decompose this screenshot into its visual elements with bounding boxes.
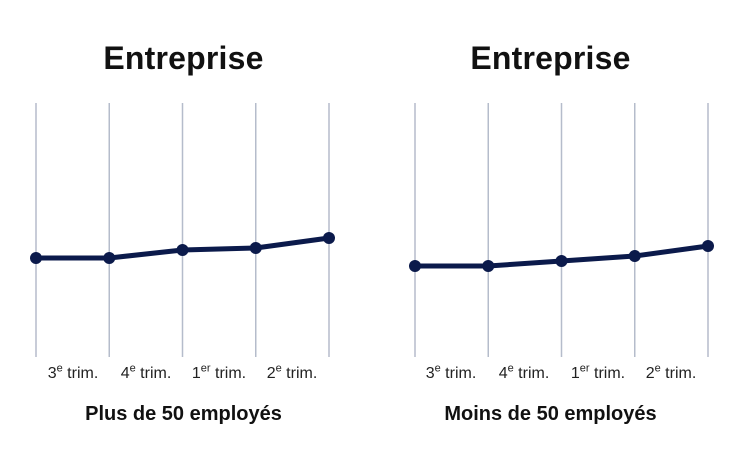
data-point: [409, 260, 421, 272]
chart-title: Entreprise: [470, 40, 631, 76]
x-tick-label: 2e trim.: [645, 362, 697, 382]
chart-subtitle: Moins de 50 employés: [444, 403, 657, 425]
x-tick-label: 3e trim.: [47, 362, 99, 382]
x-tick-label: 2e trim.: [266, 362, 318, 382]
x-tick-label: 4e trim.: [120, 362, 172, 382]
chart-panel-left: Entreprise 3e trim. 4e trim. 1er trim. 2…: [30, 40, 335, 425]
chart-subtitle: Plus de 50 employés: [85, 403, 282, 425]
data-point: [103, 252, 116, 264]
data-point: [249, 242, 262, 254]
chart-plot: [30, 103, 335, 357]
chart-panel-right: Entreprise 3e trim. 4e trim. 1er trim. 2…: [367, 0, 734, 467]
data-point: [628, 250, 641, 262]
x-tick-label: 3e trim.: [425, 362, 477, 382]
data-point: [176, 244, 189, 256]
chart-title: Entreprise: [103, 40, 264, 76]
data-point: [323, 232, 335, 244]
chart-plot: [409, 103, 714, 357]
x-tick-label: 1er trim.: [191, 362, 247, 382]
data-point: [555, 255, 568, 267]
data-point: [482, 260, 495, 272]
data-point: [702, 240, 714, 252]
data-point: [30, 252, 42, 264]
x-tick-label: 4e trim.: [498, 362, 550, 382]
x-tick-label: 1er trim.: [570, 362, 626, 382]
